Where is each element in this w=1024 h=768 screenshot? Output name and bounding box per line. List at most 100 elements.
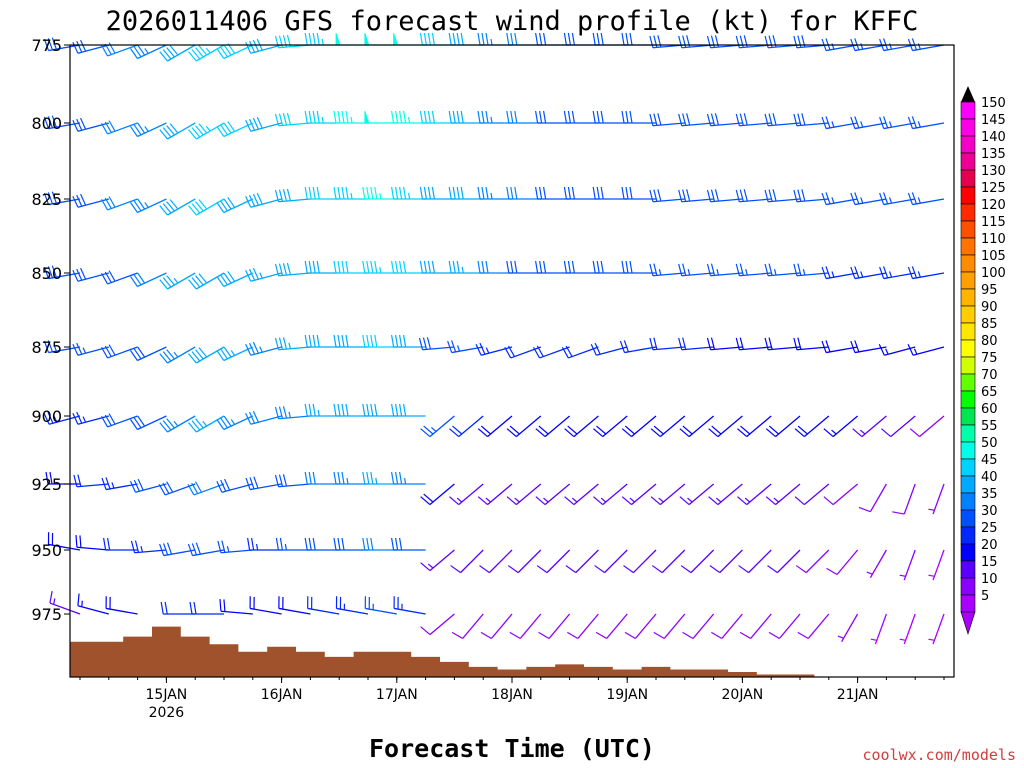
- color-bar-cell: [960, 135, 976, 154]
- wind-barb: [362, 403, 397, 417]
- wind-barb: [188, 272, 225, 290]
- wind-barb: [850, 340, 887, 354]
- wind-barb: [160, 601, 196, 615]
- color-bar-cell: [960, 458, 976, 477]
- plot-area: [43, 32, 955, 678]
- wind-barb: [159, 272, 196, 290]
- color-bar: 1501451401351301251201151101051009590858…: [960, 86, 1006, 635]
- x-tick-label: 19JAN: [606, 687, 648, 703]
- wind-barb: [564, 415, 599, 438]
- wind-barb: [708, 415, 743, 438]
- wind-barb: [533, 345, 570, 359]
- y-tick-label: 950: [31, 541, 62, 560]
- x-tick-sublabel: 2026: [149, 705, 185, 721]
- color-bar-cell: [960, 509, 976, 528]
- wind-barb: [928, 549, 945, 581]
- wind-barb: [304, 471, 340, 485]
- wind-barbs: [43, 32, 945, 645]
- wind-barb: [418, 337, 455, 351]
- wind-barb: [219, 599, 253, 615]
- wind-barb: [678, 113, 714, 127]
- wind-barb: [159, 542, 196, 557]
- wind-barb: [706, 337, 743, 351]
- wind-barb: [892, 483, 916, 515]
- y-tick-label: 850: [31, 264, 62, 283]
- color-bar-label: 80: [981, 334, 998, 349]
- wind-barb: [77, 593, 109, 615]
- wind-barb: [506, 186, 541, 200]
- wind-barb: [72, 193, 109, 208]
- wind-barb: [737, 415, 772, 438]
- wind-barb: [793, 35, 829, 49]
- color-bar-cell: [960, 543, 976, 562]
- wind-barb: [858, 483, 887, 513]
- wind-barb: [159, 44, 196, 62]
- y-tick-label: 900: [31, 407, 62, 426]
- wind-barb: [765, 483, 801, 506]
- wind-barb: [764, 263, 801, 277]
- color-bar-label: 20: [981, 538, 998, 553]
- wind-barb: [678, 263, 714, 277]
- wind-barb: [679, 483, 715, 506]
- wind-barb: [448, 186, 484, 200]
- wind-barb: [764, 337, 801, 351]
- wind-barb: [649, 337, 685, 351]
- color-bar-cell: [960, 441, 976, 460]
- wind-barb: [852, 415, 887, 438]
- wind-barb: [333, 537, 368, 551]
- wind-barb: [103, 537, 138, 551]
- wind-barb: [274, 474, 311, 488]
- wind-barb: [72, 342, 109, 356]
- y-tick-label: 800: [31, 114, 62, 133]
- wind-barb: [101, 413, 138, 428]
- wind-barb: [391, 186, 426, 200]
- wind-barb: [793, 337, 829, 351]
- wind-barb: [682, 613, 715, 640]
- wind-barb: [216, 478, 253, 493]
- wind-barb: [362, 260, 397, 274]
- wind-barb: [101, 196, 138, 211]
- wind-barb: [393, 596, 426, 615]
- wind-barb: [101, 120, 138, 135]
- wind-barb: [49, 590, 81, 615]
- color-bar-cell: [960, 101, 976, 120]
- color-bar-label: 85: [981, 317, 998, 332]
- wind-barb: [509, 613, 542, 640]
- wind-barb: [449, 415, 484, 438]
- color-bar-label: 135: [981, 147, 1006, 162]
- wind-barb: [274, 337, 311, 351]
- wind-barb: [278, 596, 311, 615]
- wind-barb: [364, 596, 397, 615]
- wind-barb: [75, 535, 109, 551]
- wind-barb: [391, 537, 426, 551]
- wind-barb: [333, 186, 368, 200]
- wind-barb: [245, 116, 282, 132]
- wind-barb: [793, 263, 829, 277]
- wind-barb: [72, 411, 109, 425]
- wind-barb: [737, 483, 772, 506]
- wind-barb: [653, 613, 686, 640]
- wind-barb: [738, 549, 772, 574]
- wind-barb: [735, 189, 772, 203]
- wind-barb: [797, 613, 830, 640]
- color-bar-label: 15: [981, 555, 998, 570]
- wind-barb: [795, 549, 830, 574]
- wind-barb: [621, 260, 656, 274]
- wind-barb: [879, 192, 916, 206]
- wind-barb: [187, 542, 225, 557]
- wind-barb: [188, 346, 225, 364]
- wind-barb: [504, 345, 542, 359]
- wind-barb: [159, 415, 196, 433]
- wind-barb: [304, 403, 340, 417]
- wind-barb: [619, 340, 657, 354]
- wind-barb: [879, 266, 916, 280]
- wind-barb: [850, 116, 887, 130]
- wind-barb: [899, 549, 916, 581]
- color-bar-cell: [960, 305, 976, 324]
- color-bar-cell: [960, 475, 976, 494]
- wind-barb: [159, 122, 196, 140]
- wind-barb: [821, 266, 858, 280]
- chart-title: 2026011406 GFS forecast wind profile (kt…: [106, 6, 919, 37]
- wind-barb: [567, 613, 599, 640]
- wind-barb: [870, 613, 888, 645]
